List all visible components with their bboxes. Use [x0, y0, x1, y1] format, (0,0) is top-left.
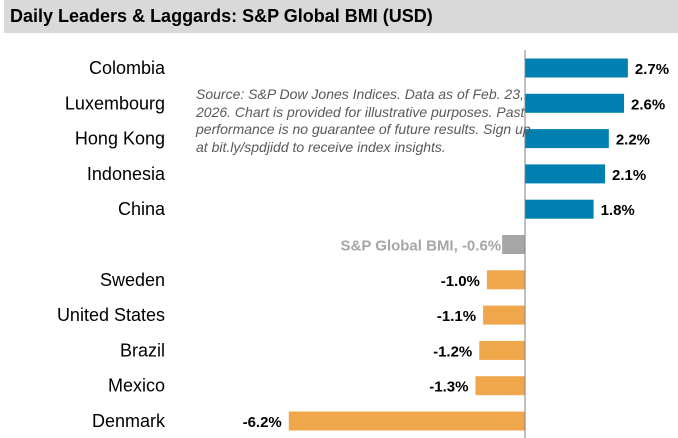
- category-label: Denmark: [92, 411, 166, 431]
- source-note: Source: S&P Dow Jones Indices. Data as o…: [196, 86, 531, 155]
- category-label: Indonesia: [87, 164, 166, 184]
- bar-united-states: [483, 305, 525, 325]
- bar-s-p-global-bmi: [502, 235, 525, 254]
- bar-denmark: [288, 411, 525, 431]
- title-bar: Daily Leaders & Laggards: S&P Global BMI…: [4, 0, 678, 33]
- bar-brazil: [479, 340, 525, 360]
- bar-indonesia: [525, 164, 606, 184]
- bar-colombia: [525, 58, 628, 78]
- data-label: S&P Global BMI, -0.6%: [341, 238, 502, 255]
- data-label: 2.1%: [612, 167, 646, 184]
- category-label: United States: [57, 305, 165, 325]
- category-label: Mexico: [108, 376, 165, 396]
- data-label: 1.8%: [601, 202, 635, 219]
- data-label: 2.6%: [631, 96, 665, 113]
- bar-luxembourg: [525, 93, 625, 113]
- category-label: Brazil: [120, 340, 165, 360]
- category-label: Sweden: [100, 270, 165, 290]
- data-label: -1.2%: [433, 343, 472, 360]
- category-label: Colombia: [89, 58, 166, 78]
- bar-china: [525, 199, 594, 219]
- data-label: 2.2%: [616, 132, 650, 149]
- category-label: Luxembourg: [65, 93, 165, 113]
- category-label: China: [118, 199, 166, 219]
- bar-sweden: [486, 270, 525, 290]
- bar-hong-kong: [525, 129, 609, 149]
- bar-mexico: [475, 376, 525, 396]
- chart-title: Daily Leaders & Laggards: S&P Global BMI…: [10, 6, 433, 26]
- data-label: -6.2%: [243, 414, 282, 431]
- category-label: Hong Kong: [75, 129, 165, 149]
- data-label: 2.7%: [635, 61, 669, 78]
- data-label: -1.0%: [441, 273, 480, 290]
- data-label: -1.1%: [437, 308, 476, 325]
- data-label: -1.3%: [429, 379, 468, 396]
